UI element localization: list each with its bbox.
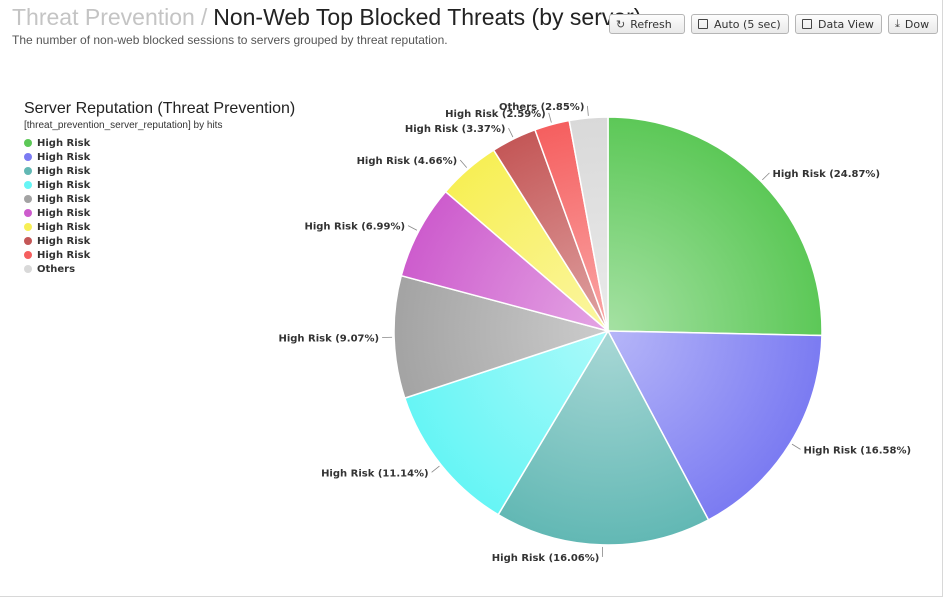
legend-item[interactable]: High Risk	[24, 248, 295, 262]
legend-item[interactable]: High Risk	[24, 192, 295, 206]
download-icon: ⤓	[895, 17, 900, 30]
pie-slice[interactable]	[497, 329, 710, 546]
label-connector	[791, 443, 801, 450]
pie-slice[interactable]	[393, 274, 611, 400]
breadcrumb-separator: /	[200, 4, 208, 30]
refresh-label: Refresh	[630, 17, 672, 31]
slice-label: High Risk (4.66%)	[357, 156, 458, 167]
refresh-icon: ↻	[616, 17, 626, 31]
legend-swatch	[24, 167, 32, 175]
label-connector	[762, 172, 770, 181]
slice-label: High Risk (9.07%)	[278, 334, 379, 345]
legend-item[interactable]: High Risk	[24, 206, 295, 220]
label-connector	[431, 465, 440, 473]
legend-label: High Risk	[37, 165, 91, 177]
pie-slice[interactable]	[568, 116, 609, 332]
legend-label: High Risk	[37, 179, 91, 191]
auto-label: Auto (5 sec)	[714, 17, 781, 31]
legend-label: High Risk	[37, 151, 91, 163]
legend-items: High Risk High Risk High Risk High Risk High…	[24, 136, 295, 276]
slice-label: Others (2.85%)	[499, 102, 584, 113]
label-connector	[587, 105, 589, 116]
legend-item[interactable]: High Risk	[24, 136, 295, 150]
legend-subtitle: [threat_prevention_server_reputation] by…	[24, 120, 223, 131]
legend-swatch	[24, 181, 32, 189]
slice-label: High Risk (2.59%)	[445, 109, 546, 120]
legend-item[interactable]: High Risk	[24, 234, 295, 248]
legend-swatch	[24, 195, 32, 203]
legend-swatch	[24, 223, 32, 231]
legend-swatch	[24, 209, 32, 217]
slice-label: High Risk (3.37%)	[405, 124, 506, 135]
legend-label: High Risk	[37, 137, 91, 149]
checkbox-icon	[802, 19, 812, 29]
download-button[interactable]: ⤓ Dow	[888, 14, 938, 34]
label-connector	[508, 127, 514, 138]
slice-label: High Risk (24.87%)	[772, 169, 880, 180]
breadcrumb-threat-prevention[interactable]: Threat Prevention	[12, 4, 195, 30]
legend-swatch	[24, 251, 32, 259]
legend-label: High Risk	[37, 221, 91, 233]
pie-slice[interactable]	[606, 330, 823, 521]
auto-refresh-toggle[interactable]: Auto (5 sec)	[691, 14, 789, 34]
data-view-toggle[interactable]: Data View	[795, 14, 882, 34]
chart-legend: Server Reputation (Threat Prevention) [t…	[24, 100, 295, 276]
legend-swatch	[24, 153, 32, 161]
toolbar: ↻ Refresh Auto (5 sec) Data View ⤓ Dow	[609, 14, 938, 34]
legend-label: High Risk	[37, 249, 91, 261]
legend-title: Server Reputation (Threat Prevention)	[24, 100, 296, 117]
legend-item[interactable]: High Risk	[24, 220, 295, 234]
page-subtitle: The number of non-web blocked sessions t…	[12, 33, 448, 47]
page-title: Non-Web Top Blocked Threats (by server)	[213, 4, 642, 30]
data-view-label: Data View	[818, 17, 874, 31]
legend-swatch	[24, 237, 32, 245]
pie-slice[interactable]	[403, 329, 610, 516]
legend-label: High Risk	[37, 235, 91, 247]
legend-item[interactable]: High Risk	[24, 150, 295, 164]
legend-item[interactable]: High Risk	[24, 178, 295, 192]
legend-item[interactable]: Others	[24, 262, 295, 276]
legend-swatch	[24, 139, 32, 147]
label-connector	[548, 112, 552, 123]
slice-label: High Risk (16.06%)	[492, 553, 600, 564]
refresh-button[interactable]: ↻ Refresh	[609, 14, 685, 34]
slice-label: High Risk (6.99%)	[304, 222, 405, 233]
label-connector	[407, 225, 418, 231]
legend-label: Others	[37, 263, 76, 275]
legend-item[interactable]: High Risk	[24, 164, 295, 178]
checkbox-icon	[698, 19, 708, 29]
pie-slice[interactable]	[607, 116, 823, 337]
legend-swatch	[24, 265, 32, 273]
legend-label: High Risk	[37, 207, 91, 219]
legend-label: High Risk	[37, 193, 91, 205]
page-header: Threat Prevention / Non-Web Top Blocked Th…	[12, 4, 641, 31]
download-label: Dow	[904, 17, 930, 31]
label-connector	[459, 159, 468, 168]
slice-label: High Risk (16.58%)	[804, 445, 912, 456]
slice-label: High Risk (11.14%)	[321, 468, 429, 479]
